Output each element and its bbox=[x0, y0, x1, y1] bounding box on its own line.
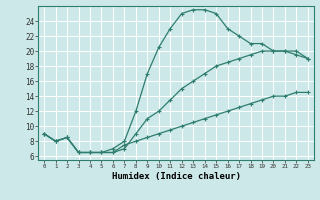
X-axis label: Humidex (Indice chaleur): Humidex (Indice chaleur) bbox=[111, 172, 241, 181]
